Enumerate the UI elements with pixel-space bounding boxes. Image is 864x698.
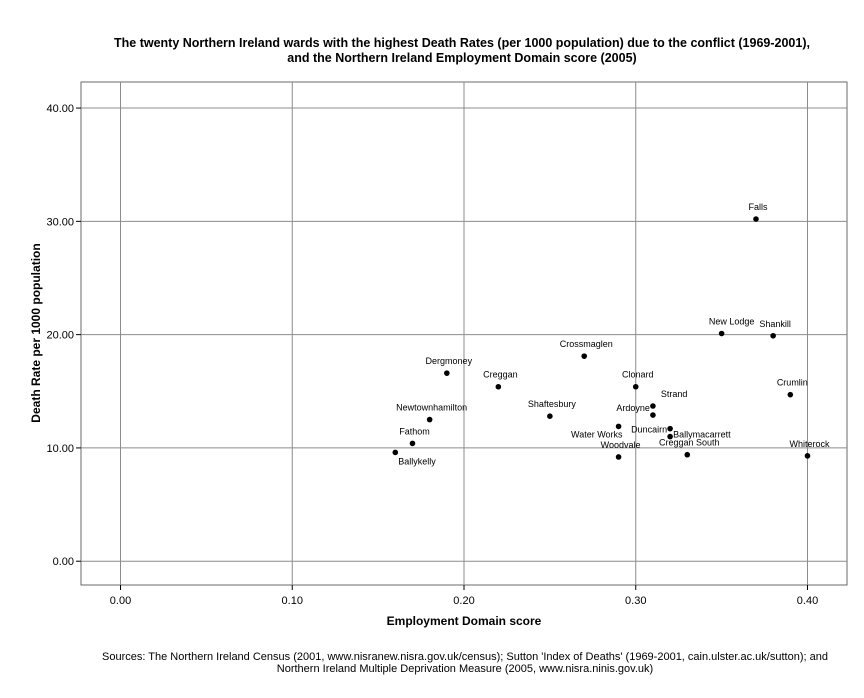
- x-tick-label: 0.20: [453, 595, 474, 607]
- data-point-label: Creggan South: [659, 438, 720, 448]
- data-point-label: New Lodge: [709, 317, 755, 327]
- data-point: [615, 423, 622, 430]
- axis-ticks: 0.00 0.10 0.20 0.30 0.40 0.00 10.00 20.00 30.00 4…: [46, 103, 818, 607]
- data-point: [547, 413, 553, 420]
- data-point: [650, 412, 656, 418]
- y-tick-label: 20.00: [46, 330, 74, 342]
- y-tick-label: 30.00: [46, 216, 74, 228]
- data-point-label: Crumlin: [777, 378, 808, 388]
- data-point-label: Ballymacarrett: [673, 430, 731, 440]
- y-axis-label: Death Rate per 1000 population: [29, 243, 43, 422]
- data-point-label: Falls: [748, 202, 768, 212]
- data-point-label: Strand: [661, 389, 688, 399]
- data-point-label: Shankill: [759, 319, 791, 329]
- sources-line-1: Sources: The Northern Ireland Census (20…: [102, 651, 828, 663]
- chart-title-line-2: and the Northern Ireland Employment Doma…: [287, 51, 637, 65]
- data-point-label: Fathom: [399, 426, 430, 436]
- data-point-label: Woodvale: [601, 440, 641, 450]
- y-tick-label: 0.00: [53, 556, 74, 568]
- data-point: [667, 425, 673, 432]
- data-point-label: Clonard: [622, 370, 654, 380]
- data-point: [718, 330, 725, 337]
- data-point-label: Whiterock: [789, 439, 830, 449]
- x-tick-label: 0.00: [110, 595, 131, 607]
- data-point-label: Water Works: [571, 429, 623, 439]
- data-point-label: Ardoyne: [616, 403, 650, 413]
- data-point: [667, 433, 673, 440]
- data-point: [684, 451, 691, 458]
- y-tick-label: 40.00: [46, 103, 74, 115]
- chart-title-line-1: The twenty Northern Ireland wards with t…: [114, 36, 810, 50]
- data-point: [632, 383, 639, 390]
- data-point-label: Newtownhamilton: [396, 403, 467, 413]
- gridlines: [81, 82, 847, 585]
- data-point-label: Shaftesbury: [528, 399, 577, 409]
- data-point: [753, 216, 759, 222]
- data-point: [409, 440, 416, 447]
- data-point: [615, 454, 622, 460]
- data-point: [392, 449, 399, 456]
- data-point: [581, 353, 588, 359]
- scatter-plot: 0.00 0.10 0.20 0.30 0.40 0.00 10.00 20.00 30.00 4…: [29, 81, 848, 628]
- data-point-label: Duncairn: [631, 425, 667, 435]
- x-tick-label: 0.10: [282, 595, 303, 607]
- y-tick-label: 10.00: [46, 443, 74, 455]
- data-point: [444, 370, 450, 376]
- sources-footnote: Sources: The Northern Ireland Census (20…: [40, 651, 864, 675]
- data-point-label: Crossmaglen: [560, 339, 613, 349]
- data-point: [650, 403, 656, 409]
- chart-title: The twenty Northern Ireland wards with t…: [40, 36, 864, 66]
- x-tick-label: 0.30: [625, 595, 646, 607]
- data-point: [770, 332, 776, 339]
- data-point: [804, 453, 811, 459]
- data-point-label: Dergmoney: [426, 356, 473, 366]
- sources-line-2: Northern Ireland Multiple Deprivation Me…: [276, 663, 654, 675]
- x-axis-label: Employment Domain score: [387, 614, 542, 628]
- data-point: [787, 391, 794, 398]
- data-point-label: Ballykelly: [398, 456, 436, 466]
- data-point: [495, 383, 502, 390]
- x-tick-label: 0.40: [797, 595, 818, 607]
- data-point: [426, 416, 433, 423]
- data-points: Falls New Lodge Shankill Crossmaglen Dergmon…: [392, 202, 830, 466]
- data-point-label: Creggan: [483, 370, 518, 380]
